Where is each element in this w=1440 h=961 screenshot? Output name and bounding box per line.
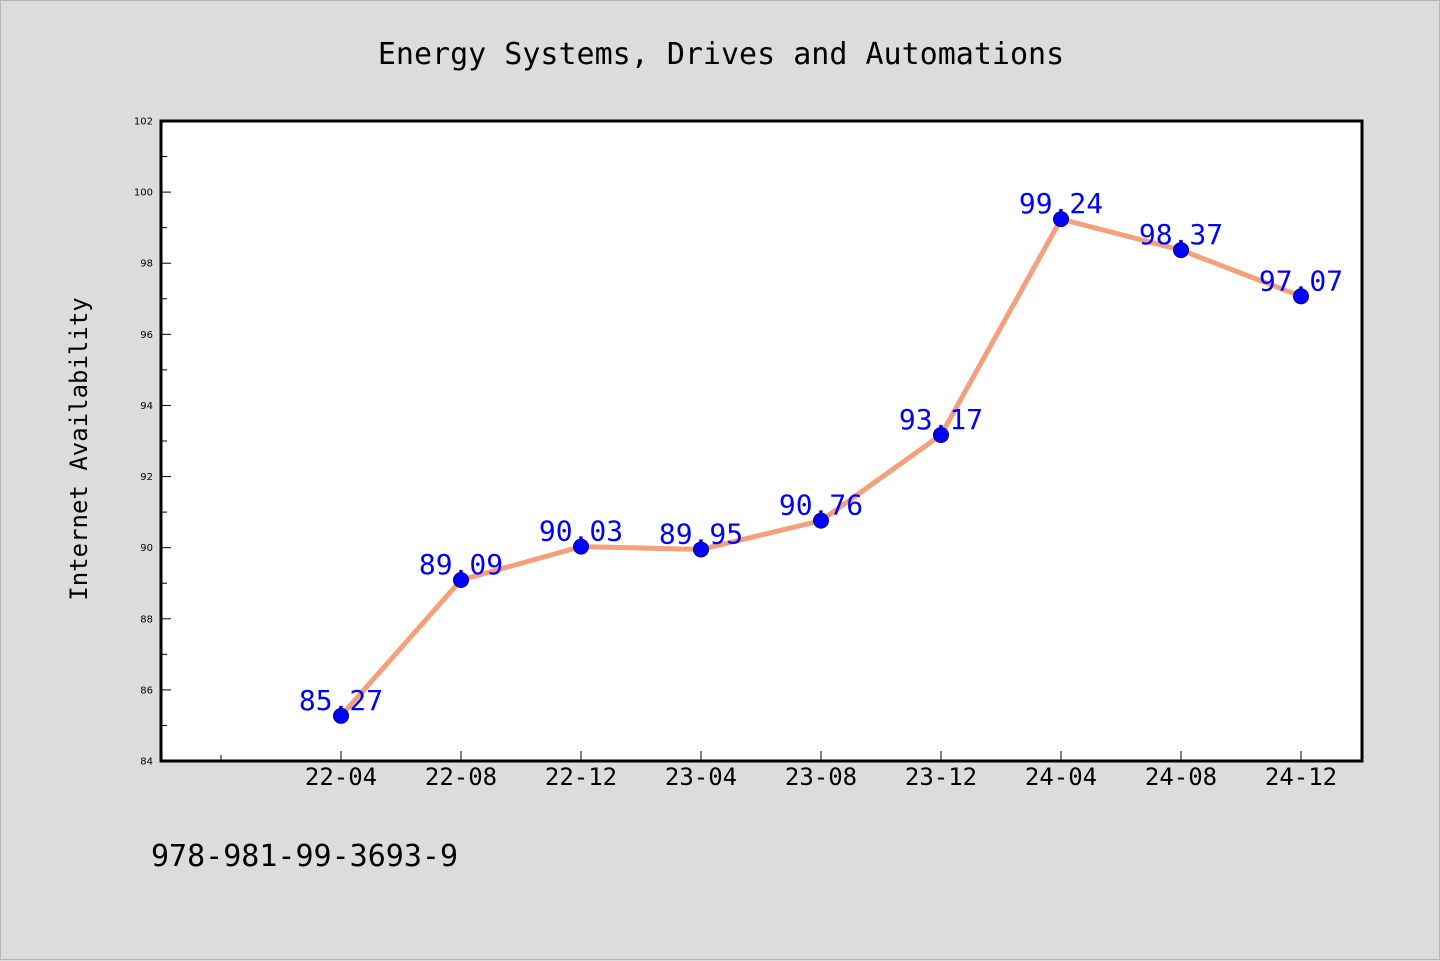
data-point xyxy=(1173,242,1189,259)
data-point xyxy=(1053,211,1069,228)
x-tick-label: 22-08 xyxy=(425,763,497,791)
x-tick-label: 22-12 xyxy=(545,763,617,791)
data-point xyxy=(573,538,589,555)
data-point xyxy=(813,512,829,529)
x-tick-label: 24-08 xyxy=(1145,763,1217,791)
y-tick-label: 96 xyxy=(140,330,153,341)
data-point xyxy=(333,707,349,724)
chart-title: Energy Systems, Drives and Automations xyxy=(378,37,1064,72)
y-tick-label: 98 xyxy=(140,259,153,270)
isbn-text: 978-981-99-3693-9 xyxy=(151,839,458,874)
x-tick-label: 23-12 xyxy=(905,763,977,791)
y-tick-label: 86 xyxy=(140,685,153,696)
y-tick-label: 100 xyxy=(134,188,153,199)
y-tick-label: 84 xyxy=(140,757,153,768)
y-axis-label: Internet Availability xyxy=(65,297,93,600)
y-tick-label: 90 xyxy=(140,543,153,554)
data-point xyxy=(933,426,949,443)
y-tick-label: 102 xyxy=(134,117,153,128)
y-tick-label: 88 xyxy=(140,614,153,625)
x-tick-label: 23-08 xyxy=(785,763,857,791)
x-tick-label: 24-12 xyxy=(1265,763,1337,791)
plot-area xyxy=(161,121,1362,761)
y-tick-label: 94 xyxy=(140,401,153,412)
data-point xyxy=(453,572,469,589)
data-point xyxy=(1293,288,1309,305)
x-tick-label: 24-04 xyxy=(1025,763,1097,791)
plot-border xyxy=(159,119,1364,763)
y-tick-label: 92 xyxy=(140,472,153,483)
data-point xyxy=(693,541,709,558)
x-ticks: 22-04 22-08 22-12 23-04 23-08 23-12 24-04 24-08… xyxy=(220,751,1337,791)
x-tick-label: 23-04 xyxy=(665,763,737,791)
x-tick-label: 22-04 xyxy=(305,763,377,791)
